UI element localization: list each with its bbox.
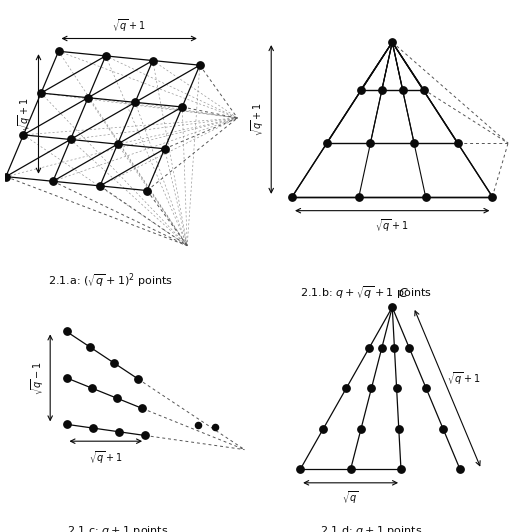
Point bbox=[141, 431, 149, 440]
Point bbox=[54, 47, 63, 55]
Text: C: C bbox=[398, 287, 407, 300]
Text: 2.1.d: $q+1$ points: 2.1.d: $q+1$ points bbox=[320, 524, 423, 532]
Text: 2.1.a: $(\sqrt{q}+1)^2$ points: 2.1.a: $(\sqrt{q}+1)^2$ points bbox=[48, 271, 173, 289]
Point bbox=[392, 384, 401, 393]
Point bbox=[346, 465, 355, 473]
Point bbox=[101, 52, 110, 60]
Point bbox=[388, 38, 396, 46]
Point bbox=[113, 140, 122, 148]
Point bbox=[113, 394, 121, 403]
Point bbox=[355, 193, 363, 201]
Point bbox=[397, 465, 405, 473]
Point bbox=[134, 375, 142, 383]
Text: $\sqrt{q}+1$: $\sqrt{q}+1$ bbox=[17, 97, 33, 131]
Point bbox=[288, 193, 297, 201]
Point bbox=[37, 89, 45, 97]
Point bbox=[395, 425, 403, 433]
Text: $\sqrt{q}+1$: $\sqrt{q}+1$ bbox=[112, 17, 146, 34]
Point bbox=[296, 465, 304, 473]
Point bbox=[365, 344, 373, 352]
Point bbox=[131, 98, 139, 106]
Point bbox=[342, 384, 350, 393]
Point bbox=[357, 85, 365, 94]
Point bbox=[62, 373, 71, 382]
Point bbox=[388, 303, 396, 311]
Text: 2.1.b: $q+\sqrt{q}+1$ points: 2.1.b: $q+\sqrt{q}+1$ points bbox=[300, 285, 432, 302]
Point bbox=[66, 135, 75, 144]
Point bbox=[138, 404, 146, 413]
Point bbox=[488, 193, 496, 201]
Point bbox=[194, 421, 202, 429]
Point bbox=[96, 181, 104, 190]
Point bbox=[161, 145, 169, 153]
Point bbox=[439, 425, 447, 433]
Point bbox=[319, 425, 327, 433]
Point bbox=[390, 344, 399, 352]
Point bbox=[410, 139, 418, 147]
Point bbox=[143, 186, 151, 195]
Text: 2.1.c: $q+1$ points: 2.1.c: $q+1$ points bbox=[67, 524, 169, 532]
Point bbox=[322, 139, 331, 147]
Point bbox=[211, 422, 220, 431]
Point bbox=[419, 85, 428, 94]
Point bbox=[456, 465, 464, 473]
Point bbox=[405, 344, 413, 352]
Point bbox=[86, 343, 95, 352]
Point bbox=[19, 130, 28, 139]
Text: $\sqrt{q}+1$: $\sqrt{q}+1$ bbox=[89, 450, 122, 466]
Point bbox=[2, 172, 10, 181]
Point bbox=[49, 177, 57, 186]
Point bbox=[115, 428, 123, 436]
Point bbox=[454, 139, 462, 147]
Point bbox=[88, 384, 96, 393]
Point bbox=[84, 94, 92, 102]
Text: $\sqrt{q}+1$: $\sqrt{q}+1$ bbox=[376, 217, 409, 234]
Point bbox=[357, 425, 365, 433]
Point bbox=[422, 384, 430, 393]
Point bbox=[149, 56, 157, 65]
Point bbox=[367, 384, 376, 393]
Point bbox=[378, 85, 386, 94]
Point bbox=[62, 327, 71, 336]
Point bbox=[62, 420, 71, 429]
Point bbox=[422, 193, 430, 201]
Text: $\sqrt{q}+1$: $\sqrt{q}+1$ bbox=[448, 371, 481, 387]
Point bbox=[178, 103, 186, 111]
Point bbox=[110, 359, 119, 368]
Point bbox=[196, 61, 204, 70]
Text: $\sqrt{q}+1$: $\sqrt{q}+1$ bbox=[249, 103, 266, 136]
Point bbox=[366, 139, 374, 147]
Text: $\sqrt{q}-1$: $\sqrt{q}-1$ bbox=[29, 361, 46, 395]
Point bbox=[399, 85, 407, 94]
Point bbox=[378, 344, 386, 352]
Text: $\sqrt{q}$: $\sqrt{q}$ bbox=[343, 489, 359, 506]
Point bbox=[88, 424, 97, 433]
